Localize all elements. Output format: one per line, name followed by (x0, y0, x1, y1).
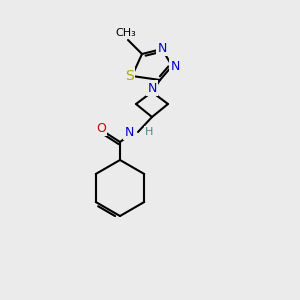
Text: N: N (147, 82, 157, 94)
Text: CH₃: CH₃ (116, 28, 136, 38)
Text: O: O (96, 122, 106, 134)
Text: N: N (124, 125, 134, 139)
Text: S: S (124, 69, 134, 83)
Text: H: H (145, 127, 153, 137)
Text: N: N (157, 41, 167, 55)
Text: N: N (170, 59, 180, 73)
